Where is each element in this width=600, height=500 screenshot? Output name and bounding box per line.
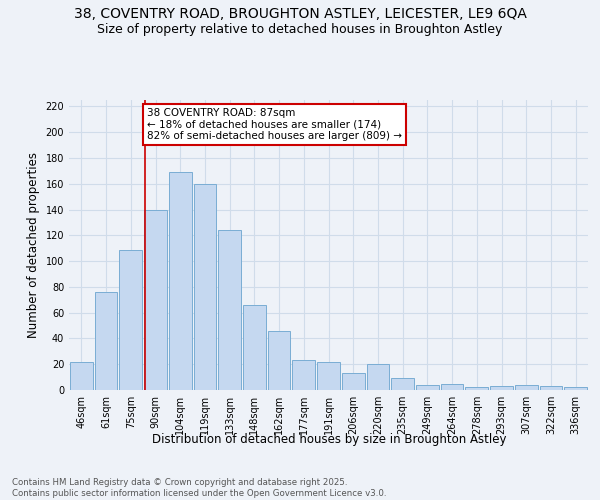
Bar <box>218 230 241 390</box>
Text: 38, COVENTRY ROAD, BROUGHTON ASTLEY, LEICESTER, LE9 6QA: 38, COVENTRY ROAD, BROUGHTON ASTLEY, LEI… <box>74 8 526 22</box>
Bar <box>441 384 463 390</box>
Bar <box>367 364 389 390</box>
Bar <box>95 292 118 390</box>
Bar <box>391 378 414 390</box>
Bar <box>169 172 191 390</box>
Text: 38 COVENTRY ROAD: 87sqm
← 18% of detached houses are smaller (174)
82% of semi-d: 38 COVENTRY ROAD: 87sqm ← 18% of detache… <box>147 108 402 141</box>
Bar <box>490 386 513 390</box>
Bar <box>119 250 142 390</box>
Y-axis label: Number of detached properties: Number of detached properties <box>27 152 40 338</box>
Bar <box>194 184 216 390</box>
Bar <box>539 386 562 390</box>
Bar <box>292 360 315 390</box>
Bar <box>144 210 167 390</box>
Text: Size of property relative to detached houses in Broughton Astley: Size of property relative to detached ho… <box>97 22 503 36</box>
Bar <box>466 388 488 390</box>
Bar <box>317 362 340 390</box>
Text: Contains HM Land Registry data © Crown copyright and database right 2025.
Contai: Contains HM Land Registry data © Crown c… <box>12 478 386 498</box>
Bar <box>564 388 587 390</box>
Bar <box>342 373 365 390</box>
Bar <box>416 385 439 390</box>
Text: Distribution of detached houses by size in Broughton Astley: Distribution of detached houses by size … <box>152 432 506 446</box>
Bar <box>268 330 290 390</box>
Bar <box>515 385 538 390</box>
Bar <box>70 362 93 390</box>
Bar <box>243 305 266 390</box>
